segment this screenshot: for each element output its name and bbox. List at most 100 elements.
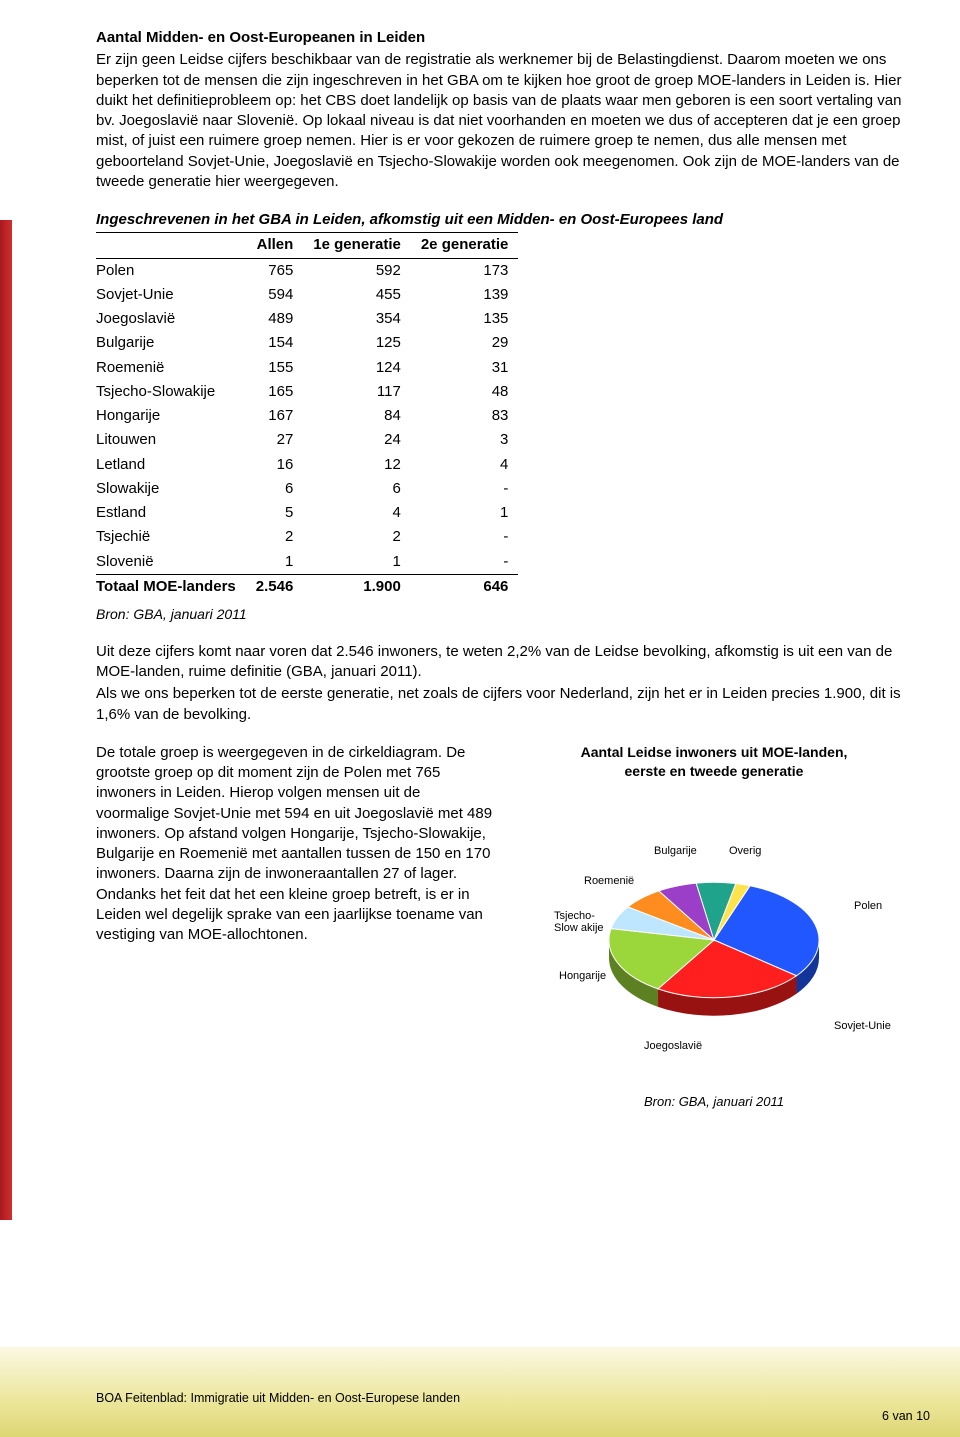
table-cell: 124	[303, 356, 411, 380]
table-row: Slowakije66-	[96, 477, 518, 501]
pie-label: Roemenië	[584, 875, 634, 887]
pie-label: Overig	[729, 845, 761, 857]
table-cell: Tsjecho-Slowakije	[96, 380, 246, 404]
table-row: Polen765592173	[96, 258, 518, 283]
table-cell: 83	[411, 404, 519, 428]
table-row: Roemenië15512431	[96, 356, 518, 380]
heading: Aantal Midden- en Oost-Europeanen in Lei…	[96, 28, 914, 48]
table-header-row: Allen1e generatie2e generatie	[96, 233, 518, 258]
data-table: Allen1e generatie2e generatie Polen76559…	[96, 232, 518, 599]
table-cell: 12	[303, 453, 411, 477]
table-cell: 6	[303, 477, 411, 501]
table-cell: 489	[246, 307, 304, 331]
table-cell: 135	[411, 307, 519, 331]
table-cell: Letland	[96, 453, 246, 477]
table-cell: 3	[411, 428, 519, 452]
table-cell: -	[411, 550, 519, 575]
para1-text: Er zijn geen Leidse cijfers beschikbaar …	[96, 51, 886, 88]
table-cell: 4	[303, 501, 411, 525]
chart-title-l2: eerste en tweede generatie	[514, 762, 914, 781]
table-cell: 6	[246, 477, 304, 501]
table-row: Sovjet-Unie594455139	[96, 283, 518, 307]
table-cell: 765	[246, 258, 304, 283]
table-cell: 139	[411, 283, 519, 307]
table-cell: 48	[411, 380, 519, 404]
table-cell: 117	[303, 380, 411, 404]
table-cell: Polen	[96, 258, 246, 283]
table-source: Bron: GBA, januari 2011	[96, 605, 914, 624]
table-cell: -	[411, 525, 519, 549]
table-cell: 125	[303, 331, 411, 355]
table-cell: 16	[246, 453, 304, 477]
table-cell: 84	[303, 404, 411, 428]
pie-label: Bulgarije	[654, 845, 697, 857]
table-cell: Sovjet-Unie	[96, 283, 246, 307]
table-row: Tsjechië22-	[96, 525, 518, 549]
page-number: 6 van 10	[882, 1408, 930, 1425]
pie-label: Hongarije	[559, 970, 606, 982]
pie-label: Sovjet-Unie	[834, 1020, 891, 1032]
table-cell: 27	[246, 428, 304, 452]
paragraph-3: Uit deze cijfers komt naar voren dat 2.5…	[96, 642, 914, 683]
col-header	[96, 233, 246, 258]
table-cell: -	[411, 477, 519, 501]
col-header: Allen	[246, 233, 304, 258]
table-cell: Joegoslavië	[96, 307, 246, 331]
col-header: 1e generatie	[303, 233, 411, 258]
table-total-cell: 2.546	[246, 574, 304, 599]
table-cell: Slowakije	[96, 477, 246, 501]
pie-label: Joegoslavië	[644, 1040, 702, 1052]
chart-source: Bron: GBA, januari 2011	[514, 1093, 914, 1111]
paragraph-5: De totale groep is weergegeven in de cir…	[96, 743, 494, 946]
table-cell: 155	[246, 356, 304, 380]
table-row: Slovenië11-	[96, 550, 518, 575]
table-row: Tsjecho-Slowakije16511748	[96, 380, 518, 404]
table-row: Estland541	[96, 501, 518, 525]
table-total-row: Totaal MOE-landers2.5461.900646	[96, 574, 518, 599]
table-row: Bulgarije15412529	[96, 331, 518, 355]
table-row: Litouwen27243	[96, 428, 518, 452]
table-cell: 167	[246, 404, 304, 428]
table-row: Letland16124	[96, 453, 518, 477]
table-cell: 31	[411, 356, 519, 380]
table-row: Joegoslavië489354135	[96, 307, 518, 331]
table-cell: 154	[246, 331, 304, 355]
table-cell: 1	[246, 550, 304, 575]
table-cell: Litouwen	[96, 428, 246, 452]
table-cell: 455	[303, 283, 411, 307]
paragraph-4: Als we ons beperken tot de eerste genera…	[96, 684, 914, 725]
table-cell: 29	[411, 331, 519, 355]
table-total-cell: 1.900	[303, 574, 411, 599]
chart-title-l1: Aantal Leidse inwoners uit MOE-landen,	[514, 743, 914, 762]
para2-text: Hier duikt het definitieprobleem op: het…	[96, 72, 902, 190]
table-total-cell: Totaal MOE-landers	[96, 574, 246, 599]
table-total-cell: 646	[411, 574, 519, 599]
table-cell: Hongarije	[96, 404, 246, 428]
table-cell: Tsjechië	[96, 525, 246, 549]
table-cell: 354	[303, 307, 411, 331]
table-cell: Bulgarije	[96, 331, 246, 355]
pie-label: Tsjecho-Slow akije	[554, 910, 604, 934]
table-cell: 24	[303, 428, 411, 452]
pie-chart: Polen Sovjet-Unie Joegoslavië Hongarije Tsje…	[514, 785, 894, 1085]
table-cell: 2	[303, 525, 411, 549]
table-cell: 165	[246, 380, 304, 404]
table-cell: 1	[411, 501, 519, 525]
paragraph-1: Er zijn geen Leidse cijfers beschikbaar …	[96, 50, 914, 192]
table-cell: Estland	[96, 501, 246, 525]
table-cell: Slovenië	[96, 550, 246, 575]
table-cell: 2	[246, 525, 304, 549]
table-cell: 594	[246, 283, 304, 307]
page-content: Aantal Midden- en Oost-Europeanen in Lei…	[0, 0, 960, 1110]
left-accent-bar	[0, 220, 12, 1220]
table-cell: 592	[303, 258, 411, 283]
pie-label: Polen	[854, 900, 882, 912]
table-title: Ingeschrevenen in het GBA in Leiden, afk…	[96, 210, 914, 230]
table-cell: Roemenië	[96, 356, 246, 380]
footer-text: BOA Feitenblad: Immigratie uit Midden- e…	[96, 1390, 460, 1407]
table-cell: 173	[411, 258, 519, 283]
pie-chart-panel: Aantal Leidse inwoners uit MOE-landen, e…	[514, 743, 914, 1110]
table-cell: 1	[303, 550, 411, 575]
table-cell: 5	[246, 501, 304, 525]
table-row: Hongarije1678483	[96, 404, 518, 428]
